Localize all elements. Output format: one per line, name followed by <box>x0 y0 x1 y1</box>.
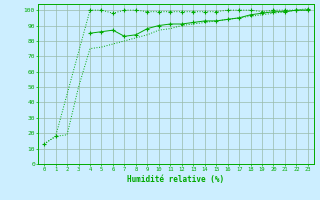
X-axis label: Humidité relative (%): Humidité relative (%) <box>127 175 225 184</box>
